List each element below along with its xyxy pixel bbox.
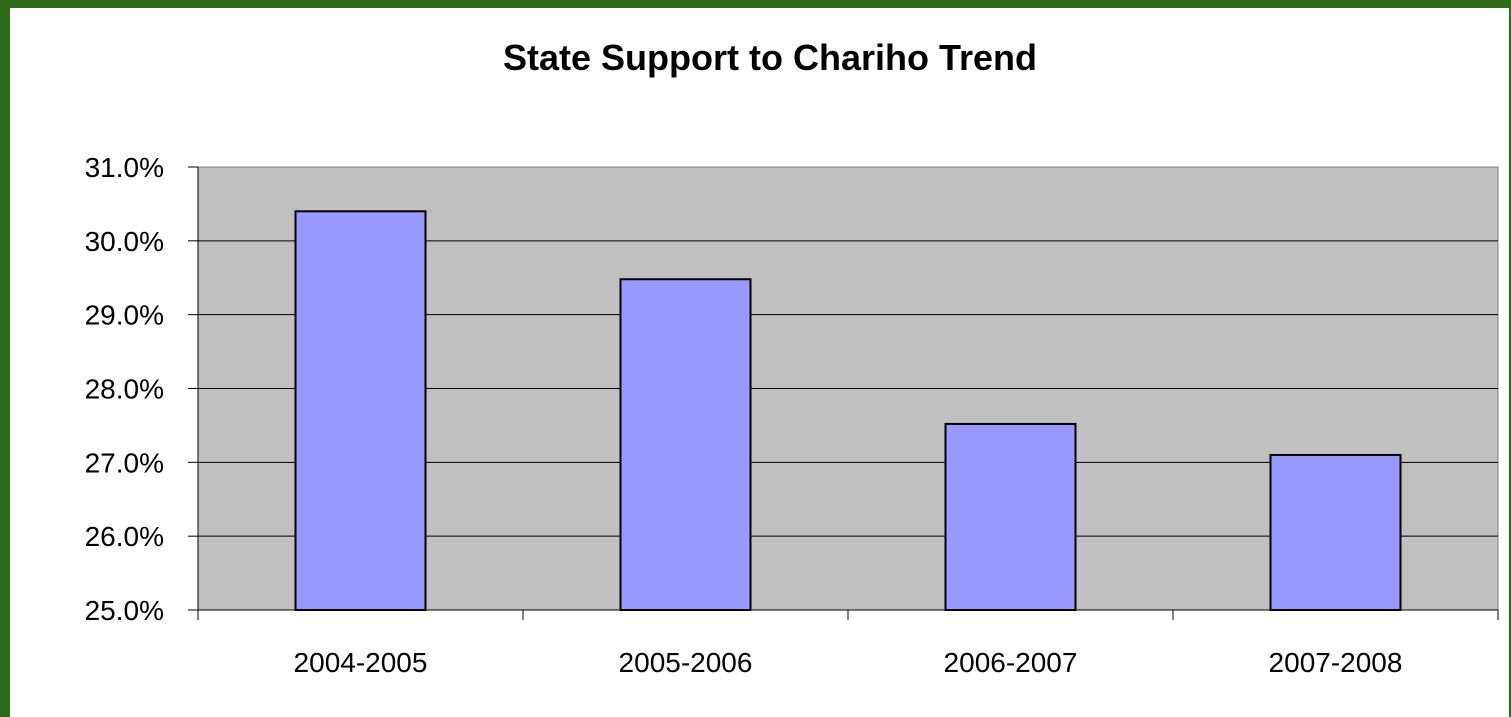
x-tick-labels: 2004-2005 2005-2006 2006-2007 2007-2008 <box>294 647 1403 678</box>
y-tick-labels: 25.0% 26.0% 27.0% 28.0% 29.0% 30.0% 31.0% <box>85 152 164 626</box>
y-tick-label: 30.0% <box>85 226 164 257</box>
y-tick-label: 27.0% <box>85 447 164 478</box>
bar <box>944 422 1077 611</box>
x-tick-label: 2006-2007 <box>944 647 1078 678</box>
axes <box>188 166 1499 620</box>
bar <box>619 278 752 611</box>
y-tick-label: 28.0% <box>85 374 164 405</box>
y-tick-label: 29.0% <box>85 300 164 331</box>
x-tick-label: 2004-2005 <box>294 647 428 678</box>
x-tick-label: 2007-2008 <box>1269 647 1403 678</box>
y-tick-label: 25.0% <box>85 595 164 626</box>
chart-title: State Support to Chariho Trend <box>503 37 1037 78</box>
bar <box>1269 453 1402 612</box>
x-tick-label: 2005-2006 <box>619 647 753 678</box>
bar <box>294 210 427 612</box>
y-tick-label: 31.0% <box>85 152 164 183</box>
y-tick-label: 26.0% <box>85 521 164 552</box>
bars <box>294 210 1402 612</box>
